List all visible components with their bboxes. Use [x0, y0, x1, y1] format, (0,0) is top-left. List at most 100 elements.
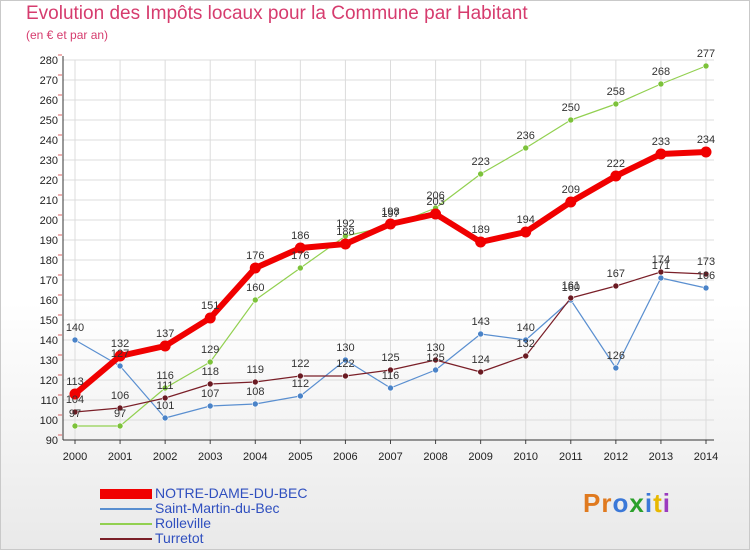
axes: 90 100 110 120 130 140 150 160 170 180 190 200 210 22… [40, 54, 718, 463]
data-point-turretot [612, 282, 620, 290]
data-label-rolleville: 223 [471, 156, 489, 168]
data-label-rolleville: 258 [607, 86, 625, 98]
data-label-notre-dame-du-bec: 113 [66, 376, 84, 388]
data-label-saint-martin-du-bec: 116 [382, 370, 400, 382]
x-tick-label: 2003 [198, 451, 222, 463]
data-label-turretot: 173 [697, 256, 715, 268]
data-point-saint-martin-du-bec [612, 364, 620, 372]
data-point-rolleville [206, 358, 214, 366]
data-point-notre-dame-du-bec [204, 312, 216, 324]
data-point-notre-dame-du-bec [159, 340, 171, 352]
y-tick-label: 140 [40, 335, 58, 347]
data-label-rolleville: 97 [69, 408, 81, 420]
y-tick-label: 110 [40, 395, 58, 407]
data-label-turretot: 167 [607, 268, 625, 280]
grid-lines [63, 59, 714, 441]
data-label-saint-martin-du-bec: 171 [652, 260, 670, 272]
legend-swatch [100, 538, 152, 540]
data-label-notre-dame-du-bec: 176 [246, 250, 264, 262]
data-label-notre-dame-du-bec: 132 [111, 338, 129, 350]
x-tick-label: 2005 [288, 451, 312, 463]
data-point-turretot [71, 408, 79, 416]
data-label-turretot: 119 [247, 364, 265, 376]
data-label-turretot: 161 [562, 280, 580, 292]
data-point-rolleville [71, 422, 79, 430]
data-label-saint-martin-du-bec: 166 [697, 270, 715, 282]
y-tick-label: 150 [40, 315, 58, 327]
logo-letter: t [653, 488, 663, 518]
data-point-notre-dame-du-bec [249, 262, 261, 274]
y-tick-label: 210 [40, 195, 58, 207]
data-point-saint-martin-du-bec [522, 336, 530, 344]
data-label-rolleville: 206 [426, 190, 444, 202]
x-tick-label: 2002 [153, 451, 177, 463]
data-point-rolleville [567, 116, 575, 124]
y-tick-label: 270 [40, 75, 58, 87]
data-label-rolleville: 268 [652, 66, 670, 78]
chart-subtitle: (en € et par an) [26, 28, 109, 42]
data-point-notre-dame-du-bec [385, 218, 396, 230]
legend-label: Rolleville [155, 515, 212, 531]
data-point-rolleville [297, 264, 304, 272]
data-point-turretot [297, 372, 304, 380]
data-point-saint-martin-du-bec [297, 392, 304, 400]
data-label-rolleville: 97 [114, 408, 126, 420]
data-label-notre-dame-du-bec: 198 [381, 206, 399, 218]
data-point-saint-martin-du-bec [432, 366, 439, 374]
x-tick-label: 2013 [649, 451, 673, 463]
y-tick-label: 160 [40, 295, 58, 307]
logo-letter: x [629, 488, 645, 518]
data-label-turretot: 174 [652, 254, 670, 266]
y-tick-label: 90 [46, 435, 58, 447]
x-tick-label: 2010 [513, 451, 537, 463]
data-label-rolleville: 250 [562, 102, 580, 114]
x-tick-label: 2000 [63, 451, 87, 463]
x-tick-label: 2011 [559, 451, 583, 463]
data-label-rolleville: 160 [246, 282, 264, 294]
data-label-rolleville: 116 [156, 370, 174, 382]
data-label-turretot: 125 [381, 352, 399, 364]
data-label-notre-dame-du-bec: 233 [652, 136, 670, 148]
data-label-notre-dame-du-bec: 203 [426, 196, 444, 208]
data-point-turretot [206, 380, 214, 388]
data-point-notre-dame-du-bec [700, 146, 712, 158]
data-point-turretot [432, 356, 439, 364]
data-point-notre-dame-du-bec [520, 226, 532, 238]
data-point-turretot [251, 378, 259, 386]
data-label-rolleville: 277 [697, 48, 715, 60]
data-label-saint-martin-du-bec: 108 [246, 386, 264, 398]
data-point-saint-martin-du-bec [387, 384, 394, 392]
data-point-saint-martin-du-bec [702, 284, 710, 292]
data-label-saint-martin-du-bec: 127 [111, 348, 129, 360]
data-point-rolleville [116, 422, 124, 430]
data-label-turretot: 130 [426, 342, 444, 354]
data-point-rolleville [702, 62, 710, 70]
y-tick-label: 100 [40, 415, 58, 427]
data-label-saint-martin-du-bec: 125 [426, 352, 444, 364]
legend-item: NOTRE-DAME-DU-BEC [100, 485, 400, 501]
data-label-saint-martin-du-bec: 160 [562, 282, 580, 294]
data-point-saint-martin-du-bec [477, 330, 484, 338]
data-label-saint-martin-du-bec: 126 [607, 350, 625, 362]
data-point-rolleville [657, 80, 665, 88]
y-tick-label: 180 [40, 255, 58, 267]
data-point-rolleville [477, 170, 484, 178]
legend-item: Turretot [100, 530, 400, 546]
data-label-notre-dame-du-bec: 137 [156, 328, 174, 340]
data-point-notre-dame-du-bec [655, 148, 667, 160]
y-tick-label: 230 [40, 155, 58, 167]
data-point-notre-dame-du-bec [294, 242, 306, 254]
data-point-saint-martin-du-bec [342, 356, 349, 364]
y-tick-label: 170 [40, 275, 58, 287]
data-point-notre-dame-du-bec [114, 350, 126, 362]
data-label-turretot: 132 [517, 338, 535, 350]
data-label-turretot: 111 [157, 380, 174, 392]
data-point-turretot [387, 366, 394, 374]
data-label-rolleville: 129 [201, 344, 219, 356]
proxiti-logo: Proxiti [583, 488, 671, 519]
y-tick-label: 130 [40, 355, 58, 367]
data-label-rolleville: 176 [291, 250, 309, 262]
legend-item: Saint-Martin-du-Bec [100, 500, 400, 516]
logo-letter: i [662, 488, 671, 518]
